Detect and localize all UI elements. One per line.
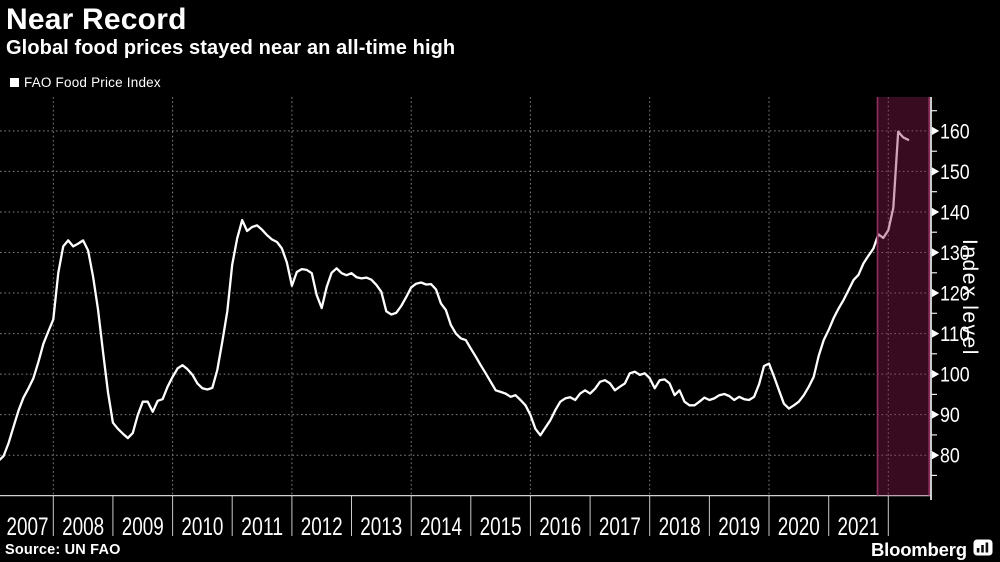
x-axis-label: 2016: [539, 513, 581, 541]
y-major-tick-arrow-icon: [931, 248, 940, 257]
x-axis-label: 2007: [7, 513, 49, 541]
bloomberg-logo: Bloomberg: [871, 539, 993, 561]
y-axis-label: 150: [940, 161, 970, 184]
price-line: [0, 130, 910, 462]
y-major-tick-arrow-icon: [931, 126, 940, 136]
source-note: Source: UN FAO: [5, 542, 121, 558]
x-axis-label: 2010: [181, 513, 223, 541]
legend-square-marker-icon: [10, 78, 19, 87]
bar-chart-icon: [973, 539, 993, 561]
y-major-tick-arrow-icon: [931, 207, 940, 217]
legend-label: FAO Food Price Index: [24, 75, 161, 90]
y-axis-label: 100: [940, 364, 970, 387]
highlight-band: [877, 97, 930, 496]
x-axis-label: 2014: [420, 513, 462, 541]
bloomberg-wordmark: Bloomberg: [871, 539, 967, 560]
x-axis-label: 2020: [778, 513, 820, 541]
x-axis-label: 2017: [599, 513, 641, 541]
y-major-tick-arrow-icon: [931, 329, 940, 338]
y-axis-label: 160: [940, 120, 970, 143]
y-major-tick-arrow-icon: [931, 451, 940, 460]
chart-subtitle: Global food prices stayed near an all-ti…: [6, 37, 456, 59]
x-axis-label: 2015: [480, 513, 522, 541]
y-major-tick-arrow-icon: [931, 369, 940, 379]
x-axis-label: 2011: [241, 513, 283, 541]
x-axis-label: 2013: [360, 513, 402, 541]
x-axis-label: 2019: [718, 513, 760, 541]
legend: FAO Food Price Index: [10, 75, 161, 90]
y-axis-title: Index level: [958, 239, 981, 356]
x-axis-label: 2012: [301, 513, 343, 541]
y-axis-label: 90: [940, 404, 960, 427]
chart-title: Near Record: [6, 3, 187, 36]
x-axis-label: 2009: [122, 513, 164, 541]
y-axis-label: 140: [940, 202, 970, 225]
y-major-tick-arrow-icon: [931, 288, 940, 298]
x-axis-label: 2008: [62, 513, 104, 541]
x-axis-label: 2018: [659, 513, 701, 541]
y-major-tick-arrow-icon: [931, 167, 940, 176]
x-axis-label: 2021: [838, 513, 880, 541]
y-axis-label: 80: [940, 445, 960, 468]
y-major-tick-arrow-icon: [931, 410, 940, 419]
